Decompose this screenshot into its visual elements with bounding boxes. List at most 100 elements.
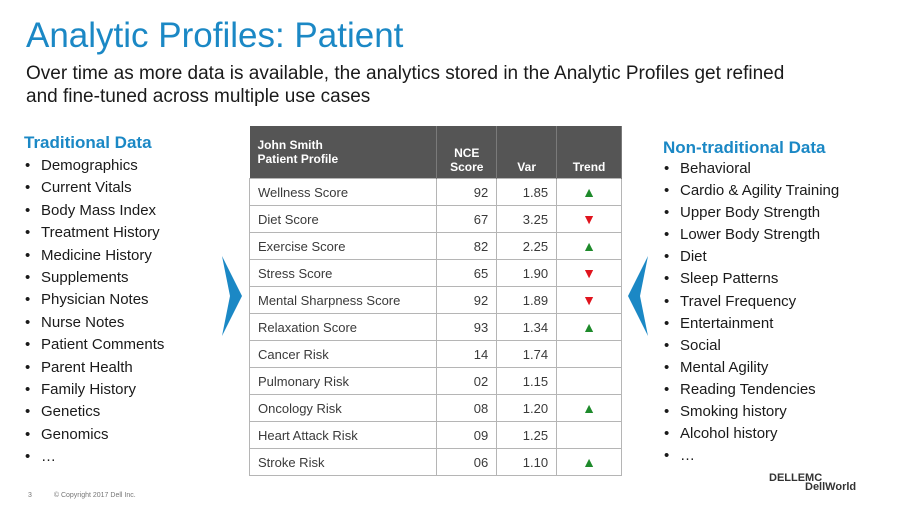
bullet-icon: •: [25, 336, 31, 354]
bullet-icon: •: [664, 248, 670, 266]
traditional-data-item-label: Genomics: [41, 425, 109, 443]
bullet-icon: •: [25, 448, 31, 466]
traditional-data-item-label: Nurse Notes: [41, 313, 125, 331]
trend-up-icon: ▲: [582, 238, 596, 254]
non-traditional-data-item: • Cardio & Agility Training: [663, 182, 839, 204]
var-cell: 3.25: [496, 205, 558, 233]
trend-up-icon: ▲: [582, 319, 596, 335]
traditional-data-item-label: …: [41, 448, 56, 466]
traditional-data-item: • Nurse Notes: [24, 314, 164, 336]
trend-cell: [556, 421, 622, 449]
page-title: Analytic Profiles: Patient: [26, 16, 404, 55]
non-traditional-data-item: • Upper Body Strength: [663, 204, 839, 226]
non-traditional-data-item-label: Cardio & Agility Training: [680, 182, 840, 200]
table-row: Heart Attack Risk 09 1.25: [248, 421, 622, 449]
traditional-data-item: • Genomics: [24, 426, 164, 448]
non-traditional-data-item-label: Lower Body Strength: [680, 226, 821, 244]
var-cell: 1.89: [496, 286, 558, 314]
footer: 3 © Copyright 2017 Dell Inc.: [28, 492, 136, 499]
metric-name-cell: Oncology Risk: [248, 394, 438, 422]
table-body: Wellness Score 92 1.85 ▲ Diet Score 67 3.25 ▼ Ex…: [248, 178, 622, 476]
non-traditional-data-item: •…: [663, 447, 839, 469]
var-cell: 1.74: [496, 340, 558, 368]
nce-score-cell: 92: [436, 178, 498, 206]
trend-cell: [556, 340, 622, 368]
non-traditional-data-item-label: Entertainment: [680, 314, 774, 332]
bullet-icon: •: [25, 157, 31, 174]
header-score-line: Score: [450, 160, 484, 174]
bullet-icon: •: [664, 182, 670, 200]
metric-name-cell: Heart Attack Risk: [248, 421, 438, 449]
bullet-icon: •: [25, 268, 31, 286]
traditional-data-item: • Family History: [24, 381, 164, 403]
bullet-icon: •: [664, 380, 670, 398]
subtitle-line-1: Over time as more data is available, the…: [26, 63, 785, 84]
bullet-icon: •: [25, 246, 31, 264]
table-row: Relaxation Score 93 1.34 ▲: [248, 313, 622, 341]
metric-name-cell: Cancer Risk: [248, 340, 438, 368]
right-pointing-arrow-icon: [222, 256, 242, 336]
var-cell: 1.34: [496, 313, 558, 341]
logo-line-1: DELLEMC: [769, 472, 822, 484]
bullet-icon: •: [25, 380, 31, 398]
metric-name-cell: Pulmonary Risk: [248, 367, 438, 395]
traditional-data-list: • Demographics • Current Vitals • Body Mass I…: [24, 157, 164, 470]
table-row: Oncology Risk 08 1.20 ▲: [248, 394, 622, 422]
bullet-icon: •: [25, 313, 31, 331]
trend-cell: ▲: [556, 313, 622, 341]
bullet-icon: •: [664, 270, 670, 288]
nce-score-cell: 14: [436, 340, 498, 368]
non-traditional-data-item-label: Mental Agility: [680, 358, 769, 376]
metric-name-cell: Wellness Score: [248, 178, 438, 206]
traditional-data-item-label: Current Vitals: [41, 179, 132, 197]
table-row: Wellness Score 92 1.85 ▲: [248, 178, 622, 206]
traditional-data-item: • Demographics: [24, 157, 164, 179]
var-cell: 1.20: [496, 394, 558, 422]
bullet-icon: •: [664, 314, 670, 332]
header-var: Var: [496, 126, 558, 179]
non-traditional-data-item-label: Social: [680, 336, 721, 354]
non-traditional-data-item-label: Upper Body Strength: [680, 204, 821, 222]
table-header-row: John Smith Patient Profile NCE Score Var…: [249, 126, 622, 179]
traditional-data-item-label: Physician Notes: [41, 291, 149, 309]
table-row: Exercise Score 82 2.25 ▲: [248, 232, 622, 260]
metric-name-cell: Relaxation Score: [248, 313, 438, 341]
non-traditional-data-item: • Behavioral: [663, 160, 839, 182]
bullet-icon: •: [25, 201, 31, 219]
traditional-data-item: • Current Vitals: [24, 179, 164, 201]
trend-cell: ▲: [556, 448, 622, 476]
page-subtitle: Over time as more data is available, the…: [26, 62, 876, 108]
metric-name-cell: Stroke Risk: [248, 448, 438, 476]
left-pointing-arrow-icon: [628, 256, 648, 336]
var-cell: 1.25: [496, 421, 558, 449]
nce-score-cell: 92: [436, 286, 498, 314]
trend-up-icon: ▲: [582, 454, 596, 470]
header-trend: Trend: [556, 126, 622, 179]
table-row: Mental Sharpness Score 92 1.89 ▼: [248, 286, 622, 314]
trend-cell: ▲: [556, 394, 622, 422]
bullet-icon: •: [664, 358, 670, 376]
header-nce-score: NCE Score: [436, 126, 498, 179]
traditional-data-item-label: Family History: [41, 380, 137, 398]
trend-down-icon: ▼: [582, 292, 596, 308]
bullet-icon: •: [25, 291, 31, 309]
non-traditional-data-item: • Mental Agility: [663, 359, 839, 381]
table-row: Stroke Risk 06 1.10 ▲: [248, 448, 622, 476]
non-traditional-data-item-label: Sleep Patterns: [680, 270, 779, 288]
non-traditional-data-item-label: Travel Frequency: [680, 292, 797, 310]
non-traditional-data-heading: Non-traditional Data: [663, 138, 826, 157]
table-row: Stress Score 65 1.90 ▼: [248, 259, 622, 287]
non-traditional-data-item-label: …: [680, 447, 695, 465]
header-name-line: John Smith: [257, 138, 323, 152]
trend-cell: ▼: [556, 205, 622, 233]
traditional-data-item: • Supplements: [24, 269, 164, 291]
trend-cell: ▼: [556, 259, 622, 287]
traditional-data-item: • Patient Comments: [24, 336, 164, 358]
traditional-data-item-label: Demographics: [41, 157, 138, 174]
table-row: Cancer Risk 14 1.74: [248, 340, 622, 368]
bullet-icon: •: [664, 292, 670, 310]
traditional-data-heading: Traditional Data: [24, 133, 152, 152]
page-number: 3: [28, 492, 32, 499]
var-cell: 1.10: [496, 448, 558, 476]
table-row: Pulmonary Risk 02 1.15: [248, 367, 622, 395]
